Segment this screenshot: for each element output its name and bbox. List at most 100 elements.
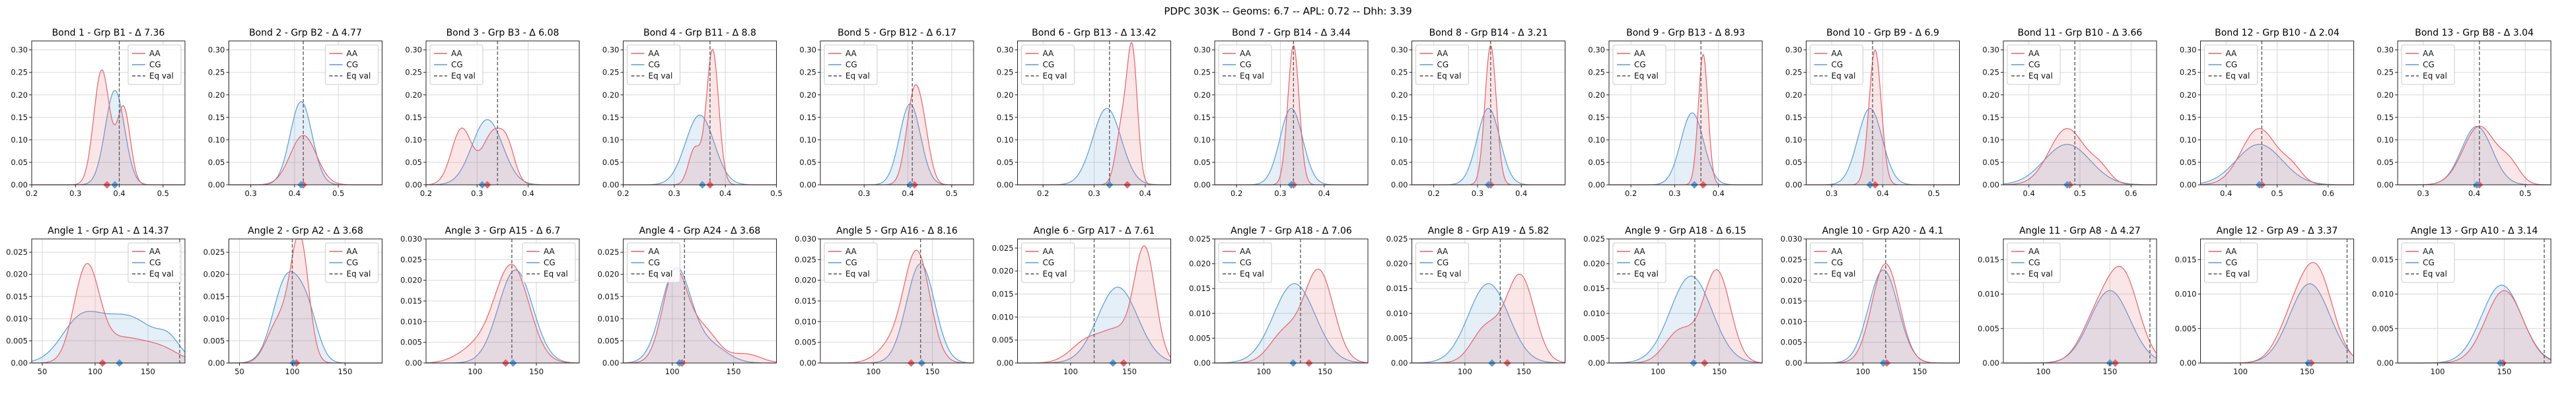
subplot-title: Bond 6 - Grp B13 - Δ 13.42: [1032, 28, 1157, 38]
x-tick-label: 0.3: [244, 189, 256, 198]
x-tick-label: 0.4: [1139, 189, 1151, 198]
y-tick-label: 0.00: [799, 358, 816, 368]
y-tick-label: 0.005: [1583, 333, 1605, 343]
legend-label-cg: CG: [451, 60, 463, 69]
y-tick-label: 0.15: [1588, 113, 1605, 122]
y-tick-label: 0.005: [795, 338, 816, 347]
legend: AA CG Eq val: [1612, 44, 1666, 85]
legend-label-eq-val: Eq val: [1832, 269, 1856, 279]
x-tick-label: 50: [234, 367, 244, 376]
legend-label-aa: AA: [649, 247, 661, 256]
y-tick-label: 0.005: [6, 336, 28, 345]
legend-label-aa: AA: [149, 49, 161, 58]
y-tick-label: 0.25: [1982, 68, 1999, 77]
subplot-title: Bond 4 - Grp B11 - Δ 8.8: [643, 28, 756, 38]
y-tick-label: 0.15: [2180, 113, 2197, 122]
legend-label-aa: AA: [845, 247, 857, 256]
y-tick-label: 0.025: [1781, 255, 1803, 264]
subplot-title: Bond 12 - Grp B10 - Δ 2.04: [2215, 28, 2340, 38]
density-area-aa: [2200, 128, 2354, 185]
density-area-cg: [2003, 144, 2157, 185]
legend-label-aa: AA: [451, 49, 463, 58]
axes-frame: [425, 40, 580, 185]
y-tick-label: 0.15: [799, 113, 816, 122]
legend: AA CG Eq val: [127, 44, 182, 85]
legend-label-cg: CG: [845, 258, 857, 267]
x-tick-label: 0.5: [332, 189, 344, 198]
y-tick-label: 0.005: [2175, 324, 2197, 333]
subplot-12: Bond 12 - Grp B10 - Δ 2.04 0.4 0.5 0.6 0.00 0…: [2180, 28, 2354, 198]
legend-label-aa: AA: [347, 49, 359, 58]
axes-frame: [623, 238, 777, 364]
legend: AA CG Eq val: [429, 44, 483, 85]
density-area-aa: [1017, 246, 1171, 363]
subplot-title: Angle 8 - Grp A19 - Δ 5.82: [1428, 226, 1550, 236]
x-tick-label: 150: [2102, 367, 2117, 376]
density-area-aa: [820, 250, 974, 363]
y-tick-label: 0.20: [208, 90, 225, 100]
y-tick-label: 0.005: [598, 336, 620, 345]
density-area-cg: [623, 267, 777, 363]
subplot-8: Bond 8 - Grp B14 - Δ 3.21 0.2 0.3 0.4 0.00 0.…: [1391, 28, 1565, 198]
x-tick-label: 0.2: [26, 189, 38, 198]
y-tick-label: 0.030: [1781, 234, 1803, 244]
subplot-4: Bond 4 - Grp B11 - Δ 8.8 0.2 0.3 0.4 0.5 0.00…: [602, 28, 783, 198]
y-tick-label: 0.25: [2180, 68, 2197, 77]
y-tick-label: 0.010: [1978, 290, 1999, 299]
y-tick-label: 0.010: [2372, 290, 2394, 299]
y-tick-label: 0.10: [1391, 135, 1408, 145]
legend-label-cg: CG: [347, 258, 359, 267]
y-tick-label: 0.05: [405, 158, 422, 167]
x-tick-label: 0.3: [1668, 189, 1680, 198]
legend-box: [1415, 242, 1469, 283]
y-tick-label: 0.20: [11, 90, 28, 100]
y-tick-label: 0.10: [2377, 135, 2394, 145]
x-tick-label: 0.4: [522, 189, 534, 198]
x-tick-label: 0.5: [2074, 189, 2086, 198]
x-tick-label: 100: [468, 367, 482, 376]
legend-label-cg: CG: [845, 60, 857, 69]
x-tick-label: 100: [2036, 367, 2051, 376]
x-tick-label: 150: [1122, 367, 1137, 376]
subplot-2: Bond 2 - Grp B2 - Δ 4.77 0.3 0.4 0.5 0.00 0.0…: [208, 28, 382, 198]
legend: AA CG Eq val: [2401, 44, 2455, 85]
density-area-aa: [623, 49, 777, 185]
density-area-cg: [1215, 108, 1368, 185]
density-area-aa: [2398, 290, 2551, 363]
y-tick-label: 0.30: [208, 46, 225, 55]
axes-frame: [2200, 238, 2354, 364]
y-tick-label: 0.15: [208, 113, 225, 122]
x-tick-label: 0.3: [1472, 189, 1484, 198]
y-tick-label: 0.15: [405, 113, 422, 122]
subplot-20: Angle 7 - Grp A18 - Δ 7.06 100 150 0.00 0.00…: [1189, 226, 1369, 376]
x-tick-label: 100: [1256, 367, 1271, 376]
legend-label-cg: CG: [1832, 60, 1843, 69]
y-tick-label: 0.20: [1391, 90, 1408, 100]
x-tick-label: 0.5: [946, 189, 958, 198]
y-tick-label: 0.025: [6, 248, 28, 257]
legend-label-eq-val: Eq val: [2028, 71, 2053, 81]
legend: AA CG Eq val: [2401, 242, 2455, 283]
density-area-aa: [1806, 263, 1960, 363]
legend-box: [2204, 44, 2258, 85]
density-line-cg: [2003, 144, 2157, 185]
y-tick-label: 0.10: [799, 135, 816, 145]
legend-label-aa: AA: [1634, 247, 1646, 256]
y-tick-label: 0.020: [1386, 259, 1408, 269]
subplot-title: Bond 8 - Grp B14 - Δ 3.21: [1429, 28, 1548, 38]
y-tick-label: 0.020: [1781, 276, 1803, 285]
density-area-aa: [1215, 46, 1368, 185]
y-tick-label: 0.015: [6, 292, 28, 301]
y-tick-label: 0.25: [799, 68, 816, 77]
y-tick-label: 0.05: [602, 158, 620, 167]
subplot-11: Bond 11 - Grp B10 - Δ 3.66 0.4 0.5 0.6 0.00 0…: [1982, 28, 2157, 198]
y-tick-label: 0.15: [1194, 113, 1211, 122]
legend-box: [1415, 44, 1469, 85]
legend-label-eq-val: Eq val: [1043, 71, 1067, 81]
legend-label-cg: CG: [2423, 60, 2435, 69]
legend-label-eq-val: Eq val: [1240, 269, 1264, 279]
y-tick-label: 0.00: [1982, 180, 1999, 189]
y-tick-label: 0.010: [1386, 309, 1408, 318]
y-tick-label: 0.015: [598, 292, 620, 301]
legend-label-cg: CG: [347, 60, 359, 69]
